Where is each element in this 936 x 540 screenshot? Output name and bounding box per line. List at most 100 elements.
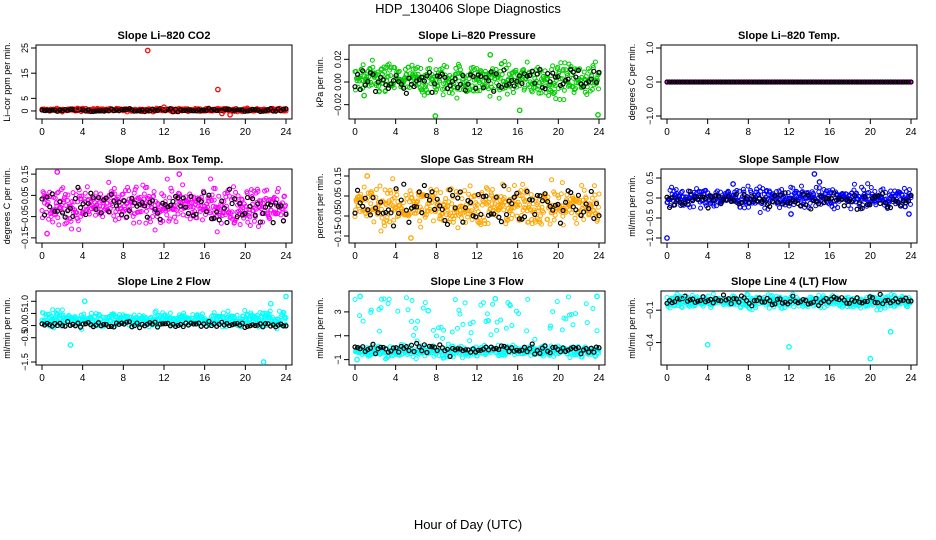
data-point [577, 80, 583, 86]
panel-4: Slope Amb. Box Temp.degrees C per min.0 4… [2, 154, 293, 262]
data-point [477, 88, 483, 94]
data-point [456, 307, 462, 313]
hourly-point [403, 90, 409, 96]
hourly-point [498, 219, 504, 225]
x-tick-label: 8 [746, 251, 752, 262]
data-point [39, 207, 45, 213]
hourly-point [149, 106, 156, 112]
data-point [745, 183, 751, 189]
x-tick-label: 24 [593, 127, 605, 138]
x-tick-label: 24 [280, 127, 292, 138]
hourly-point [426, 69, 433, 76]
x-tick-label: 8 [121, 373, 127, 384]
hourly-point [532, 80, 538, 86]
data-points [39, 293, 289, 365]
data-point [357, 313, 363, 319]
hourly-point [401, 181, 407, 187]
data-point [865, 181, 871, 187]
data-point [554, 299, 560, 305]
hourly-point [113, 107, 120, 113]
hourly-point [411, 83, 417, 90]
data-point [506, 187, 512, 193]
x-tick-label: 0 [39, 373, 45, 384]
x-tick-label: 12 [158, 251, 170, 262]
x-tick-label: 8 [434, 251, 440, 262]
panel-title: Slope Li–820 Pressure [418, 30, 535, 42]
hourly-point [527, 72, 533, 78]
y-tick-label: 1 [333, 333, 343, 338]
data-point [175, 211, 181, 217]
hourly-point [782, 190, 788, 196]
data-point [378, 228, 384, 234]
y-tick-label: 5 [20, 96, 30, 101]
data-point [364, 74, 370, 80]
data-point [498, 317, 504, 323]
data-point [422, 84, 428, 90]
hourly-point [521, 214, 528, 220]
panel-3: Slope Li–820 Temp.degrees C per min.0 4 8 1… [627, 30, 918, 138]
data-point [76, 227, 82, 233]
hourly-point [570, 69, 576, 75]
x-tick-label: 4 [80, 251, 86, 262]
hourly-point [170, 198, 176, 205]
hourly-point [232, 107, 238, 113]
hourly-point [219, 107, 225, 114]
data-point [386, 296, 392, 302]
panel-title: Slope Line 3 Flow [431, 276, 524, 288]
hourly-point [354, 71, 361, 77]
y-tick-label: −0.02 [333, 93, 343, 116]
y-tick-label: 25 [20, 43, 30, 53]
y-axis-label: ml/min per min. [315, 297, 325, 359]
x-tick-label: 20 [553, 373, 565, 384]
data-point [395, 308, 401, 314]
hourly-point [429, 89, 435, 95]
outlier-point [267, 300, 274, 307]
data-point [141, 191, 147, 197]
x-tick-label: 12 [471, 373, 483, 384]
x-tick-label: 20 [865, 127, 877, 138]
x-tick-label: 16 [512, 127, 524, 138]
data-point [494, 327, 500, 333]
hourly-point [383, 82, 389, 88]
data-point [418, 66, 424, 72]
data-point [560, 213, 566, 219]
hourly-point [503, 82, 510, 88]
data-point [873, 202, 879, 208]
data-point [594, 328, 600, 334]
hourly-point [586, 79, 592, 85]
hourly-point [180, 107, 186, 114]
hourly-point [226, 107, 233, 113]
data-point [441, 62, 447, 68]
outlier-point [516, 107, 523, 114]
data-point [872, 188, 878, 194]
hourly-point [385, 85, 391, 92]
hourly-point [196, 107, 202, 113]
hourly-point [98, 108, 104, 114]
data-point [584, 91, 590, 97]
data-point [583, 301, 589, 307]
hourly-point [59, 108, 66, 114]
data-point [579, 182, 585, 188]
x-tick-label: 16 [824, 127, 836, 138]
hourly-point [270, 220, 276, 226]
data-point [482, 68, 488, 74]
data-point [506, 62, 512, 68]
data-point [247, 222, 253, 228]
hourly-point [111, 108, 117, 114]
hourly-point [485, 78, 492, 84]
outlier-point [74, 105, 81, 112]
outlier-point [432, 113, 439, 119]
data-point [360, 62, 366, 68]
hourly-point [362, 82, 368, 88]
data-point [136, 219, 142, 225]
hourly-point [67, 106, 73, 112]
hourly-point [250, 106, 256, 113]
hourly-point [121, 106, 127, 113]
y-tick-label: 0.02 [333, 51, 343, 69]
hourly-point [455, 84, 461, 91]
y-tick-label: 0.5 [20, 307, 30, 320]
data-point [386, 61, 392, 67]
